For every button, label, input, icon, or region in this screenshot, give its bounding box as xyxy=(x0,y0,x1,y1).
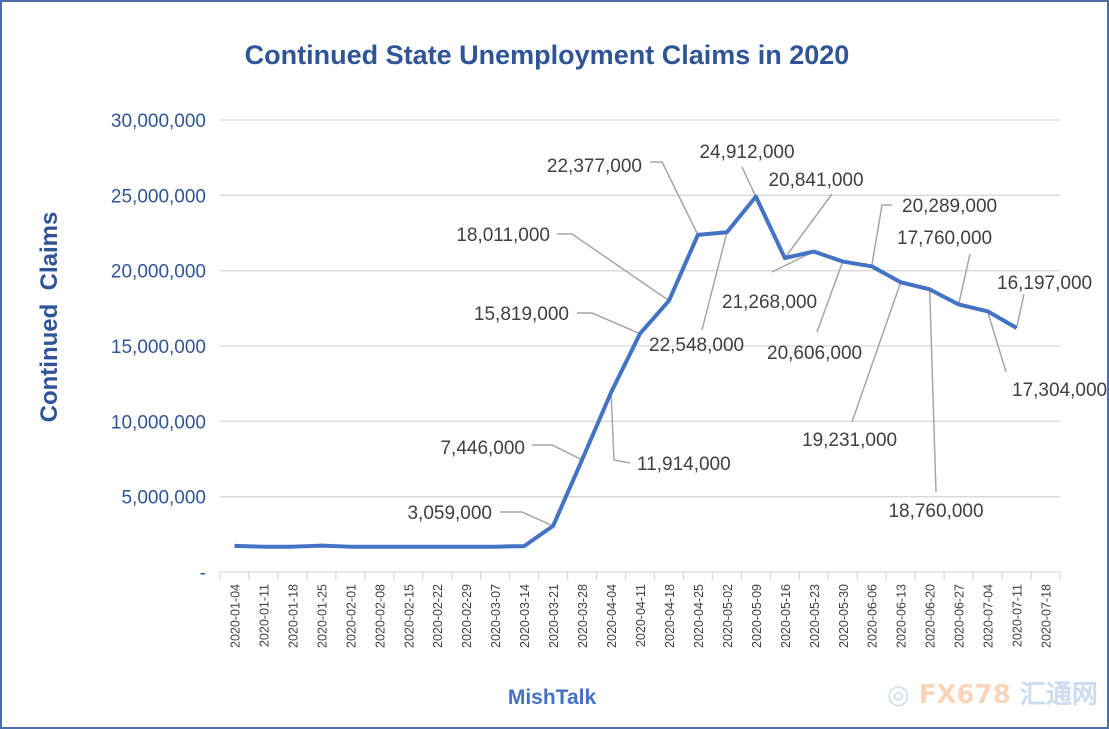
x-tick-label: 2020-05-23 xyxy=(808,584,822,648)
data-label: 15,819,000 xyxy=(474,304,569,325)
x-tick-label: 2020-04-11 xyxy=(634,584,648,647)
leader-line xyxy=(928,289,937,493)
leader-line xyxy=(816,261,844,333)
x-tick-label: 2020-01-04 xyxy=(228,584,242,648)
x-tick-label: 2020-04-18 xyxy=(663,584,677,648)
data-label: 3,059,000 xyxy=(407,503,492,524)
x-tick-label: 2020-03-07 xyxy=(489,584,503,648)
y-tick-label: 10,000,000 xyxy=(111,412,206,433)
leader-line xyxy=(851,282,902,423)
x-tick-label: 2020-06-20 xyxy=(924,584,938,648)
leader-line xyxy=(701,232,728,331)
x-tick-label: 2020-02-29 xyxy=(460,584,474,648)
x-tick-label: 2020-02-01 xyxy=(344,584,358,648)
x-tick-label: 2020-01-25 xyxy=(315,584,329,648)
y-tick-label: 20,000,000 xyxy=(111,262,206,283)
leader-line xyxy=(957,253,971,305)
leader-line xyxy=(741,166,757,197)
x-tick-label: 2020-05-16 xyxy=(779,584,793,648)
x-tick-label: 2020-06-13 xyxy=(895,584,909,648)
y-tick-label: 30,000,000 xyxy=(111,111,206,132)
y-tick-label: - xyxy=(200,563,206,584)
data-label: 16,197,000 xyxy=(997,273,1092,294)
chart-title: Continued State Unemployment Claims in 2… xyxy=(245,40,850,70)
data-label: 7,446,000 xyxy=(440,438,525,459)
leader-line xyxy=(784,193,833,259)
x-tick-label: 2020-07-18 xyxy=(1040,584,1054,648)
x-tick-label: 2020-04-25 xyxy=(692,584,706,648)
x-tick-label: 2020-02-15 xyxy=(402,584,416,648)
data-label: 11,914,000 xyxy=(637,454,731,475)
data-label: 19,231,000 xyxy=(802,430,897,451)
x-tick-label: 2020-03-28 xyxy=(576,584,590,648)
x-tick-label: 2020-07-11 xyxy=(1011,584,1025,647)
x-tick-label: 2020-01-11 xyxy=(257,584,271,647)
x-tick-label: 2020-06-27 xyxy=(953,584,967,648)
y-tick-label: 15,000,000 xyxy=(111,337,206,358)
data-label: 20,606,000 xyxy=(767,343,862,364)
leader-line xyxy=(610,392,631,464)
leader-line xyxy=(870,204,892,267)
series-line xyxy=(234,194,1018,549)
x-tick-label: 2020-02-22 xyxy=(431,584,445,648)
data-label: 22,377,000 xyxy=(547,156,642,177)
watermark-logo: ◎ FX678 汇通网 xyxy=(887,680,1098,710)
data-label: 21,268,000 xyxy=(722,292,817,313)
x-tick-label: 2020-05-09 xyxy=(750,584,764,648)
leader-line xyxy=(557,233,670,302)
x-tick-label: 2020-03-21 xyxy=(547,584,561,648)
x-tick-label: 2020-03-14 xyxy=(518,584,532,648)
y-tick-label: 25,000,000 xyxy=(111,186,206,207)
leader-line xyxy=(532,444,583,461)
x-tick-label: 2020-02-08 xyxy=(373,584,387,648)
leader-line xyxy=(1015,293,1025,329)
x-tick-label: 2020-06-06 xyxy=(866,584,880,648)
data-label: 17,304,000 xyxy=(1012,380,1107,401)
data-label: 22,548,000 xyxy=(649,335,744,356)
leader-line xyxy=(500,511,554,527)
y-axis-title: Continued Claims xyxy=(36,212,63,423)
data-label: 24,912,000 xyxy=(699,142,794,163)
x-tick-label: 2020-01-18 xyxy=(286,584,300,648)
x-tick-label: 2020-04-04 xyxy=(605,584,619,648)
x-tick-label: 2020-05-30 xyxy=(837,584,851,648)
x-tick-label: 2020-07-04 xyxy=(982,584,996,648)
data-label: 20,841,000 xyxy=(768,170,863,191)
data-label: 18,760,000 xyxy=(888,501,983,522)
leader-line xyxy=(577,312,641,335)
leader-line xyxy=(650,161,699,236)
y-tick-label: 5,000,000 xyxy=(121,488,206,509)
source-label: MishTalk xyxy=(508,686,597,709)
leader-line xyxy=(986,311,1007,373)
data-label: 18,011,000 xyxy=(456,225,550,246)
data-label: 17,760,000 xyxy=(897,228,992,249)
data-label: 20,289,000 xyxy=(902,196,997,217)
x-tick-label: 2020-05-02 xyxy=(721,584,735,648)
